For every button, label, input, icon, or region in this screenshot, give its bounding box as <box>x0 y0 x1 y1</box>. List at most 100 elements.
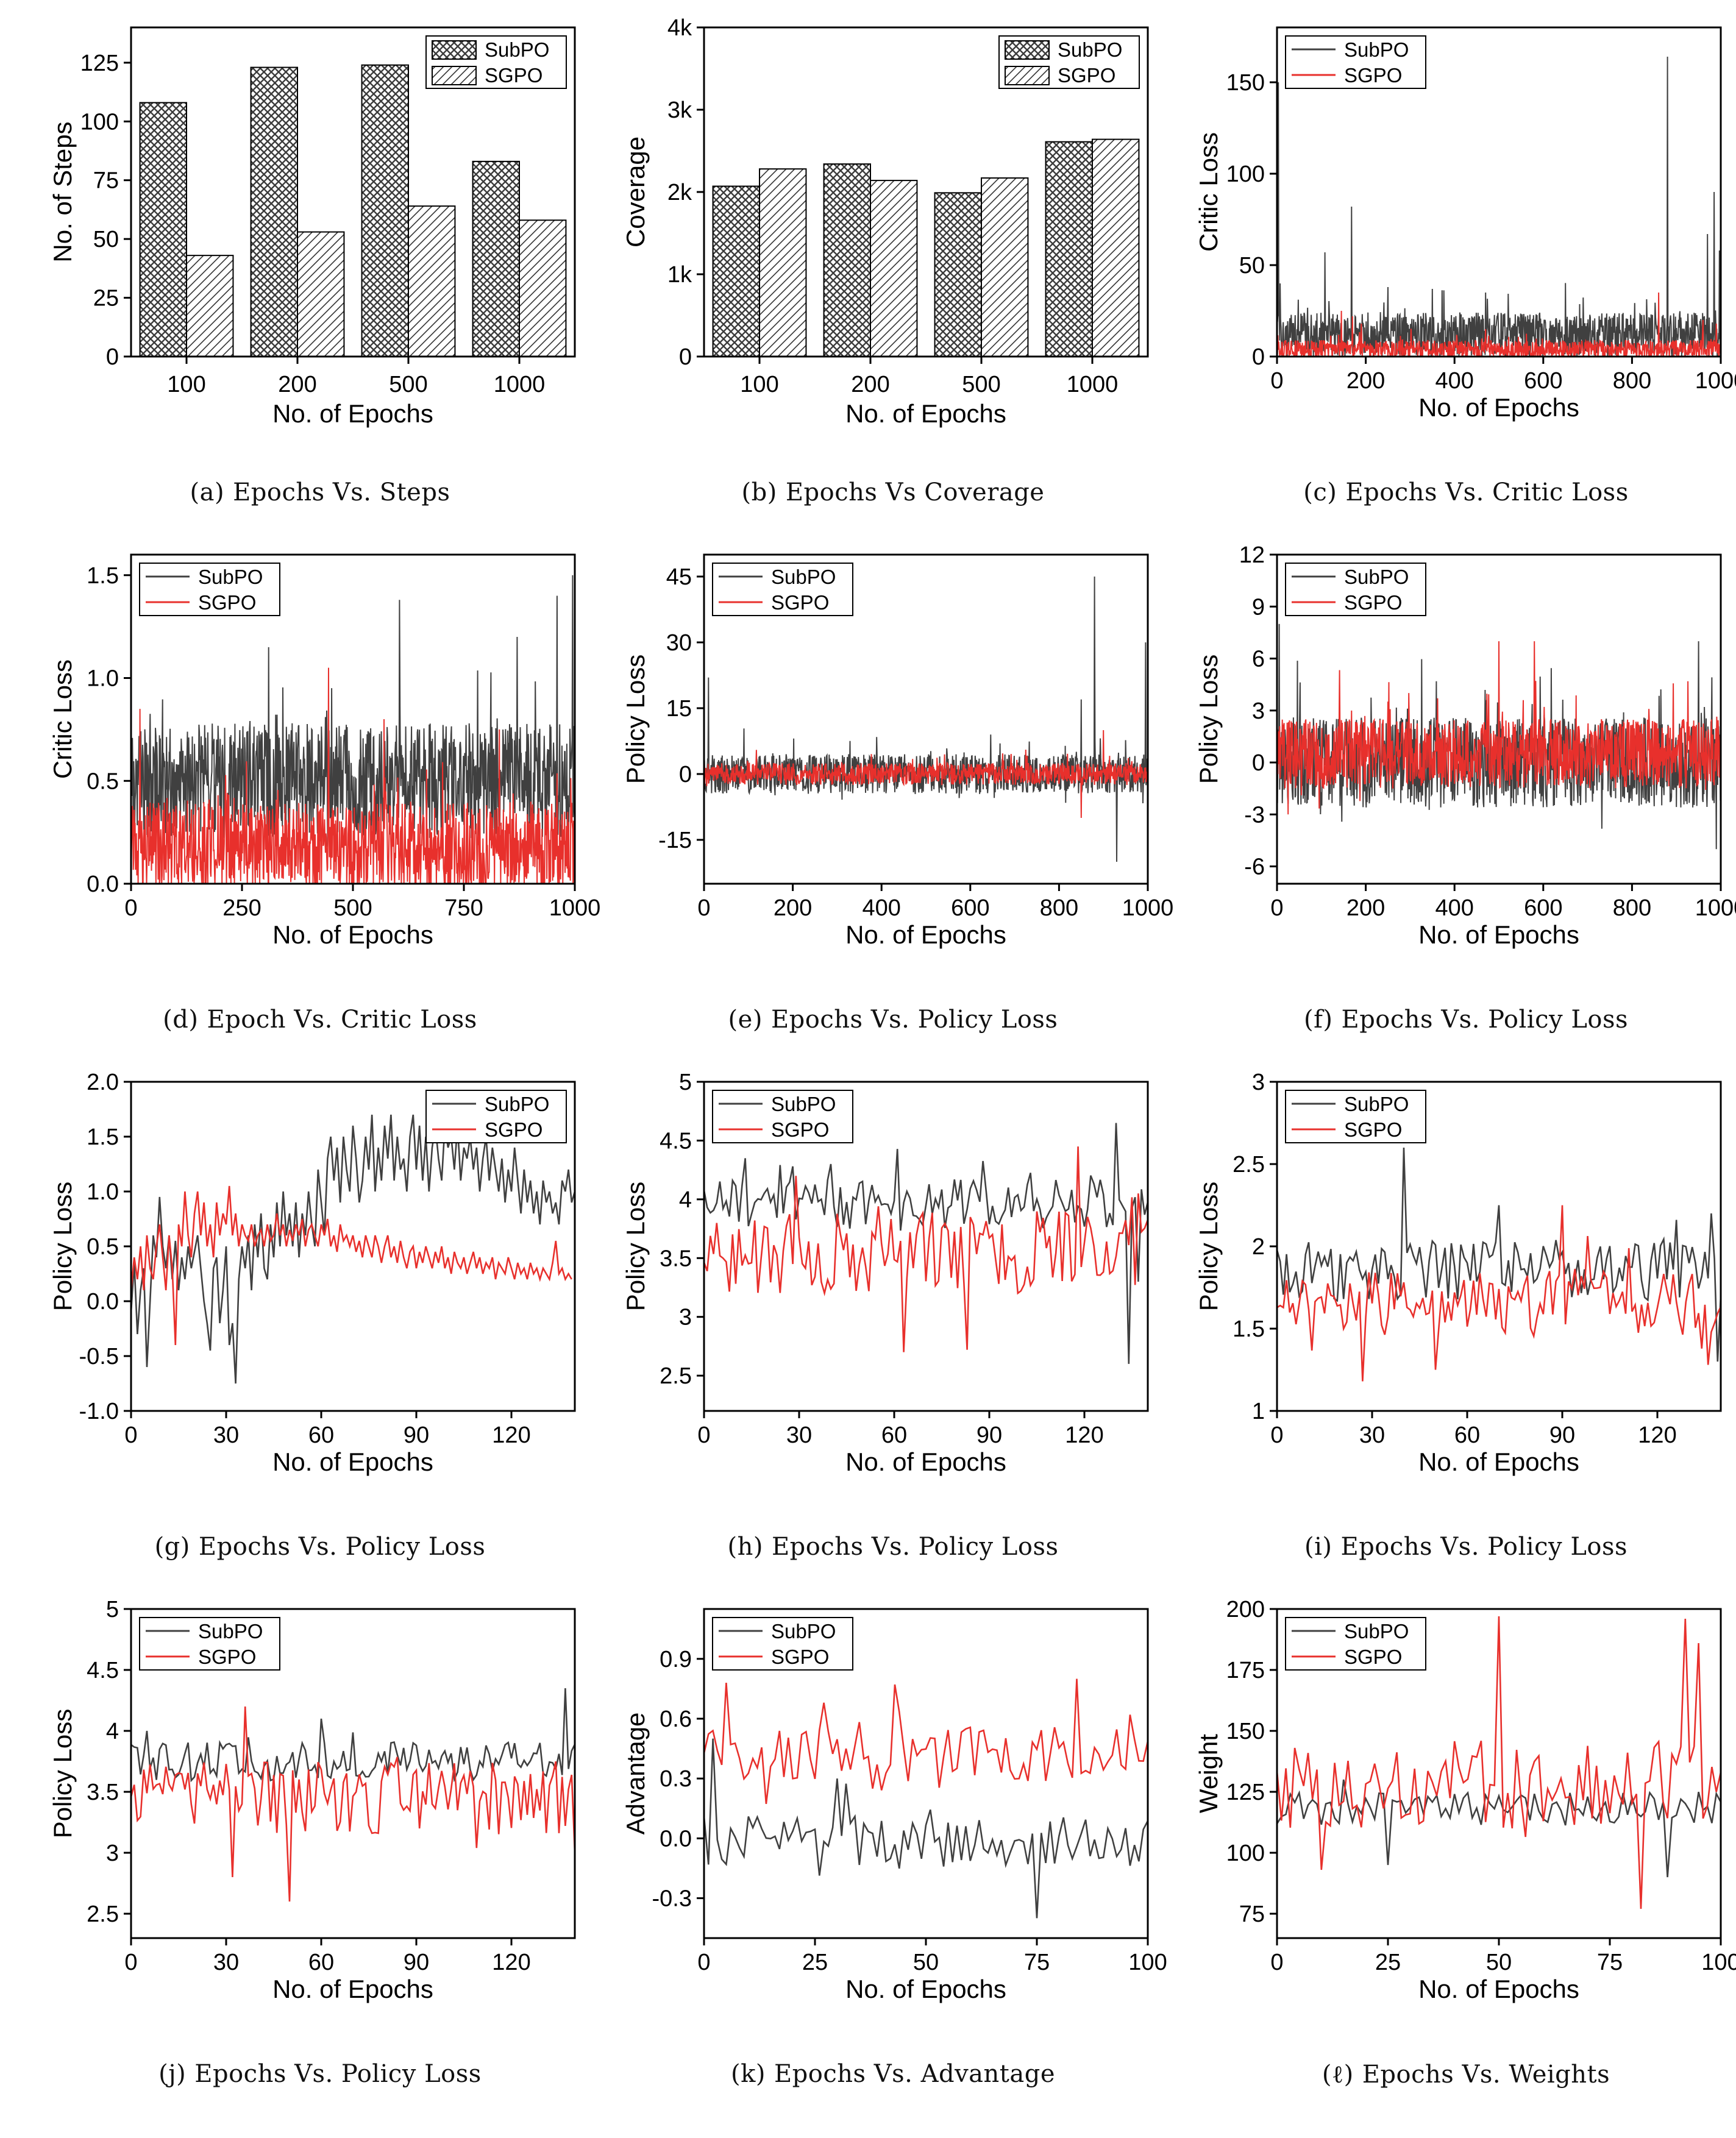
legend: SubPO SGPO <box>1285 1090 1426 1143</box>
x-tick-label: 50 <box>1486 1950 1512 1975</box>
series-line-sgpo <box>1277 292 1721 357</box>
y-tick-label: -3 <box>1244 802 1265 828</box>
x-tick-label: 0 <box>124 1422 137 1448</box>
legend: SubPO SGPO <box>1285 563 1426 616</box>
figure-caption: (h) Epochs Vs. Policy Loss <box>607 1533 1179 1561</box>
legend-box <box>712 563 853 616</box>
caption-text: Epochs Vs. Critic Loss <box>1345 478 1629 506</box>
plot-frame <box>1276 26 1722 358</box>
y-axis-title: No. of Steps <box>48 121 77 262</box>
x-tick-label: 1000 <box>1067 372 1119 397</box>
caption-text: Epochs Vs. Policy Loss <box>194 2060 482 2088</box>
x-tick-label: 500 <box>333 895 372 921</box>
series-line-sgpo <box>1277 641 1721 815</box>
series-line-sgpo <box>704 1146 1148 1352</box>
figure-caption: (d) Epoch Vs. Critic Loss <box>34 1006 607 1034</box>
legend-label-sgpo: SGPO <box>771 591 829 614</box>
y-tick-label: 1k <box>667 262 692 288</box>
x-tick-label: 0 <box>124 895 137 921</box>
chart-panel-3: 0 200 400 600 800 1000 0 50 100 150 No. of Epochs C… <box>1179 24 1736 555</box>
chart-panel-6: 0 200 400 600 800 1000 -6 -3 0 3 6 9 12 No. of Epochs… <box>1179 542 1736 1082</box>
x-tick-label: 120 <box>1638 1422 1676 1448</box>
y-tick-label: 0 <box>679 762 692 787</box>
legend-box <box>1285 1090 1426 1143</box>
legend-swatch-subpo <box>1005 40 1050 60</box>
figure-caption: (ℓ) Epochs Vs. Weights <box>1179 2060 1736 2089</box>
x-tick-label: 30 <box>213 1950 239 1975</box>
caption-text: Epochs Vs. Policy Loss <box>771 1533 1059 1561</box>
bar-subpo-500 <box>934 192 982 357</box>
figure-caption: (f) Epochs Vs. Policy Loss <box>1179 1006 1736 1034</box>
x-tick-label: 400 <box>1435 895 1473 921</box>
x-tick-label: 90 <box>976 1422 1002 1448</box>
series-line-sgpo <box>704 1678 1148 1804</box>
x-tick-label: 100 <box>167 372 205 397</box>
legend-label-subpo: SubPO <box>198 1620 263 1643</box>
plot-frame <box>703 1081 1149 1412</box>
chart-panel-11: 0 25 50 75 100 -0.3 0.0 0.3 0.6 0.9 No. of Epochs A… <box>607 1606 1179 2136</box>
caption-label: (g) <box>154 1533 190 1561</box>
caption-text: Epochs Vs. Policy Loss <box>198 1533 486 1561</box>
legend-label-sgpo: SGPO <box>485 1118 542 1141</box>
plot-frame <box>1276 1081 1722 1412</box>
bar-sgpo-200 <box>870 180 918 357</box>
y-tick-label: 3.5 <box>660 1246 692 1271</box>
legend-label-sgpo: SGPO <box>1344 64 1402 87</box>
figure-caption: (c) Epochs Vs. Critic Loss <box>1179 478 1736 506</box>
chart-svg: 0 30 60 90 120 2.5 3 3.5 4 4.5 5 No. of Epochs Polic… <box>48 1597 576 2003</box>
bar-sgpo-100 <box>759 168 807 357</box>
series-line-sgpo <box>131 667 575 884</box>
y-axis-title: Policy Loss <box>621 1182 650 1311</box>
caption-text: Epoch Vs. Critic Loss <box>207 1006 477 1034</box>
caption-text: Epochs Vs. Advantage <box>774 2060 1055 2088</box>
x-tick-label: 1000 <box>494 372 546 397</box>
legend: SubPO SGPO <box>998 35 1140 89</box>
y-tick-label: 50 <box>93 227 119 252</box>
y-tick-label: 0.5 <box>87 1234 119 1260</box>
x-axis-title: No. of Epochs <box>1418 1975 1579 2003</box>
y-tick-label: 2.5 <box>87 1902 119 1927</box>
chart-panel-9: 0 30 60 90 120 1 1.5 2 2.5 3 No. of Epochs Policy L… <box>1179 1070 1736 1609</box>
series-line-subpo <box>131 1688 575 1783</box>
legend-label-subpo: SubPO <box>1344 1620 1409 1643</box>
caption-label: (b) <box>741 478 777 506</box>
legend-label-sgpo: SGPO <box>485 64 542 87</box>
y-tick-label: 1 <box>1252 1399 1265 1424</box>
legend-label-subpo: SubPO <box>198 566 263 588</box>
legend: SubPO SGPO <box>425 35 567 89</box>
y-tick-label: 25 <box>93 286 119 311</box>
x-tick-label: 60 <box>881 1422 907 1448</box>
caption-label: (c) <box>1303 478 1337 506</box>
chart-svg: 0 30 60 90 120 2.5 3 3.5 4 4.5 5 No. of Epochs Polic… <box>621 1070 1149 1476</box>
x-axis-title: No. of Epochs <box>845 399 1006 428</box>
y-tick-label: 5 <box>106 1597 119 1622</box>
legend: SubPO SGPO <box>712 1090 853 1143</box>
series-line-subpo <box>704 576 1148 862</box>
legend-box <box>425 1090 567 1143</box>
plot-frame <box>703 1608 1149 1939</box>
y-tick-label: 0 <box>1252 750 1265 776</box>
y-tick-label: 3 <box>1252 1070 1265 1095</box>
y-tick-label: 2.5 <box>660 1363 692 1389</box>
series-line-subpo <box>1277 54 1721 357</box>
y-axis-title: Weight <box>1194 1734 1223 1813</box>
x-tick-label: 200 <box>278 372 316 397</box>
bar-sgpo-1000 <box>1092 138 1140 357</box>
y-tick-label: 0 <box>1252 344 1265 370</box>
plot-frame <box>1276 1608 1722 1939</box>
y-tick-label: -6 <box>1244 854 1265 880</box>
figure-caption: (a) Epochs Vs. Steps <box>34 478 607 506</box>
y-tick-label: 2k <box>667 180 692 205</box>
x-tick-label: 800 <box>1613 368 1651 394</box>
legend-label-subpo: SubPO <box>1058 38 1122 61</box>
series-line-sgpo <box>131 1185 572 1346</box>
legend: SubPO SGPO <box>712 563 853 616</box>
x-tick-label: 90 <box>404 1422 429 1448</box>
bar-subpo-500 <box>361 64 409 357</box>
x-tick-label: 120 <box>492 1422 530 1448</box>
y-tick-label: 75 <box>1239 1902 1265 1927</box>
y-tick-label: 0.0 <box>660 1826 692 1852</box>
y-tick-label: 4k <box>667 15 692 41</box>
x-tick-label: 600 <box>1524 895 1562 921</box>
